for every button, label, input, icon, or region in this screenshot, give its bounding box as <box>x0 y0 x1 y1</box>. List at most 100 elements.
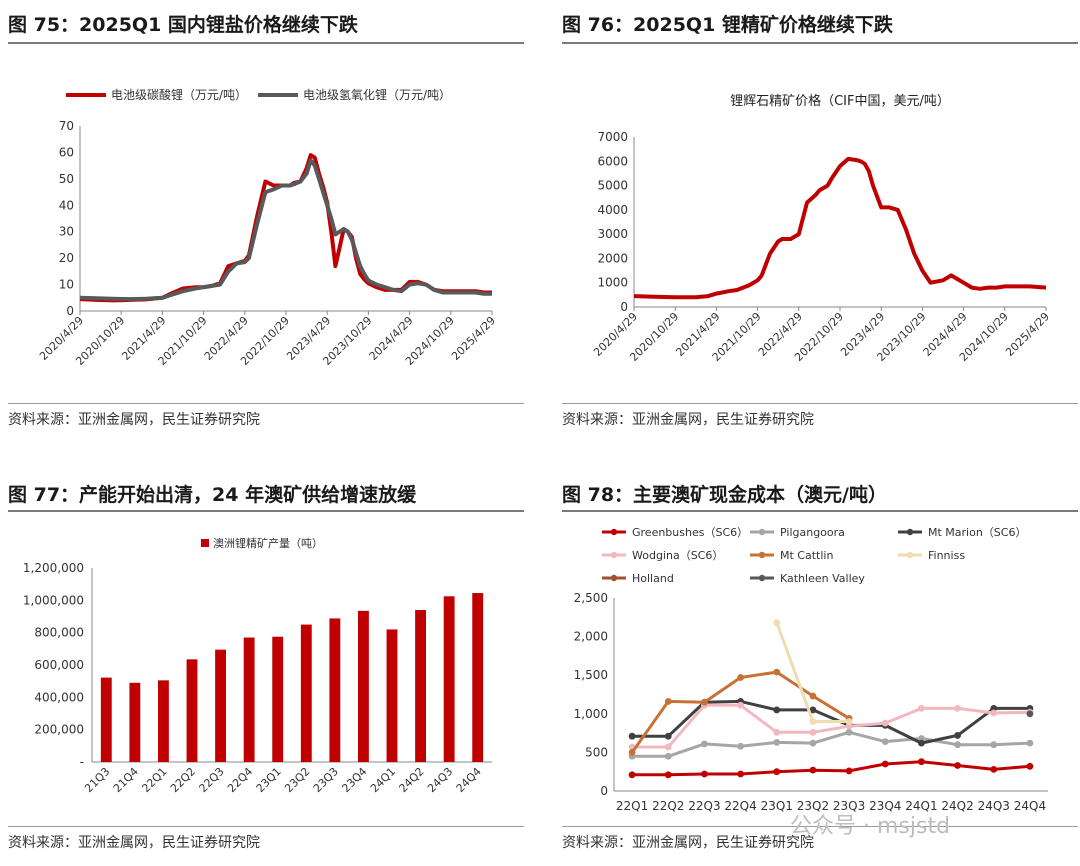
series-8-point <box>1026 710 1034 718</box>
y-tick-label: 500 <box>585 745 608 759</box>
series-4-point <box>954 704 961 712</box>
y-tick-label: 200,000 <box>34 723 84 737</box>
series-1-point <box>628 771 636 779</box>
series-1-point <box>664 771 672 779</box>
panel-76: 图 76：2025Q1 锂精矿价格继续下跌 0 1000 2000 3000 4000 5… <box>562 10 1078 430</box>
x-tick-label: 22Q3 <box>197 765 227 795</box>
series-2-point <box>845 728 853 736</box>
x-tick-label: 23Q4 <box>339 765 369 795</box>
series-2-point <box>990 741 998 749</box>
y-tick-label: 6000 <box>597 154 628 168</box>
panel-76-source: 资料来源：亚洲金属网，民生证券研究院 <box>562 412 814 428</box>
x-tick-label: 24Q3 <box>425 765 455 795</box>
series-2-point <box>809 739 817 747</box>
legend-label-7: Holland <box>632 572 674 585</box>
y-tick-label: 1,500 <box>574 668 608 682</box>
series-line-2 <box>632 730 1030 758</box>
y-tick-label: 3000 <box>597 227 628 241</box>
bar-22Q3 <box>215 649 226 762</box>
x-tick-label: 23Q1 <box>761 799 793 813</box>
series-2-point <box>737 742 744 750</box>
x-tick-label: 24Q4 <box>454 765 484 795</box>
panel-75-title-rule <box>8 42 524 44</box>
series-1-point <box>737 770 744 778</box>
series-2-point <box>701 740 708 748</box>
x-tick-label: 24Q4 <box>1014 799 1046 813</box>
x-tick-label: 23Q3 <box>833 799 865 813</box>
series-6-point <box>845 718 853 725</box>
panel-75-source-rule <box>8 403 524 404</box>
panel-78-source: 资料来源：亚洲金属网，民生证券研究院 <box>562 835 814 851</box>
x-tick-label: 24Q3 <box>978 799 1010 813</box>
series-1-point <box>918 758 925 766</box>
x-tick-label: 22Q1 <box>616 799 648 813</box>
series-4-point <box>881 719 889 727</box>
bar-22Q2 <box>186 659 198 762</box>
series-5-point <box>773 668 781 676</box>
x-tick-label: 24Q1 <box>905 799 937 813</box>
legend-marker-2 <box>758 528 766 536</box>
series-3-point <box>664 732 672 740</box>
y-tick-label: 70 <box>59 119 74 133</box>
panel-76-title-rule <box>562 42 1078 44</box>
series-3-point <box>773 706 781 714</box>
legend-marker-6 <box>906 551 914 559</box>
y-tick-label: 400,000 <box>34 690 84 704</box>
y-tick-label: 2000 <box>597 251 628 265</box>
bar-23Q1 <box>272 636 284 762</box>
bar-22Q4 <box>243 637 255 762</box>
bar-24Q2 <box>415 610 426 762</box>
legend-marker-5 <box>758 551 766 559</box>
series-2-point <box>1026 739 1034 747</box>
series-1-point <box>701 770 708 778</box>
y-tick-label: 1,000 <box>574 707 608 721</box>
legend-label: 澳洲锂精矿产量（吨） <box>213 536 323 550</box>
series-line-2 <box>79 158 492 302</box>
y-tick-label: 40 <box>59 198 74 212</box>
x-tick-label: 2025/4/29 <box>1003 310 1052 359</box>
legend-label-2: 电池级氢氧化锂（万元/吨） <box>303 87 451 102</box>
legend-marker-8 <box>758 574 766 582</box>
panel-75-title: 图 75：2025Q1 国内锂盐价格继续下跌 <box>8 14 358 36</box>
series-3-point <box>628 732 636 740</box>
x-tick-label: 22Q4 <box>225 765 255 795</box>
panel-77: 图 77：产能开始出清，24 年澳矿供给增速放缓 - 200,000 400,000… <box>8 480 524 860</box>
series-6-point <box>809 718 817 725</box>
panel-75-source: 资料来源：亚洲金属网，民生证券研究院 <box>8 412 260 428</box>
legend-marker-3 <box>906 528 914 536</box>
y-tick-label: 10 <box>59 278 74 292</box>
series-1-point <box>881 760 889 768</box>
series-5-point <box>809 692 817 700</box>
bar-21Q4 <box>129 682 141 762</box>
panel-75: 图 75：2025Q1 国内锂盐价格继续下跌 0 10 20 30 40 50 60 70 20… <box>8 10 524 430</box>
x-tick-label: 23Q3 <box>311 765 341 795</box>
series-1-point <box>773 768 781 776</box>
legend-label-2: Pilgangoora <box>780 526 845 539</box>
series-4-point <box>773 728 781 736</box>
x-tick-label: 22Q2 <box>652 799 684 813</box>
y-tick-label: 0 <box>620 300 628 314</box>
series-4-point <box>990 709 998 717</box>
y-tick-label: 0 <box>66 304 74 318</box>
panel-78-title: 图 78：主要澳矿现金成本（澳元/吨） <box>562 484 887 506</box>
y-tick-label: 600,000 <box>34 658 84 672</box>
x-tick-label: 24Q1 <box>368 765 398 795</box>
series-1-point <box>954 762 961 769</box>
series-line-3 <box>632 699 1030 745</box>
legend-label-6: Finniss <box>928 549 965 562</box>
chart-77: - 200,000 400,000 600,000 800,000 1,000,000 1,… <box>23 536 492 795</box>
x-tick-label: 23Q2 <box>282 765 312 795</box>
panel-76-source-rule <box>562 403 1078 404</box>
series-2-point <box>773 738 781 746</box>
y-tick-label: 1000 <box>597 276 628 290</box>
x-tick-label: 24Q2 <box>941 799 973 813</box>
panel-78-title-rule <box>562 510 1078 512</box>
x-tick-label: 22Q3 <box>688 799 720 813</box>
panel-76-title: 图 76：2025Q1 锂精矿价格继续下跌 <box>562 14 893 36</box>
series-1-point <box>809 766 817 774</box>
y-tick-label: 1,000,000 <box>23 593 84 607</box>
y-tick-label: 30 <box>59 225 74 239</box>
y-tick-label: 5000 <box>597 179 628 193</box>
y-tick-label: 800,000 <box>34 626 84 640</box>
panel-77-title: 图 77：产能开始出清，24 年澳矿供给增速放缓 <box>8 484 417 506</box>
